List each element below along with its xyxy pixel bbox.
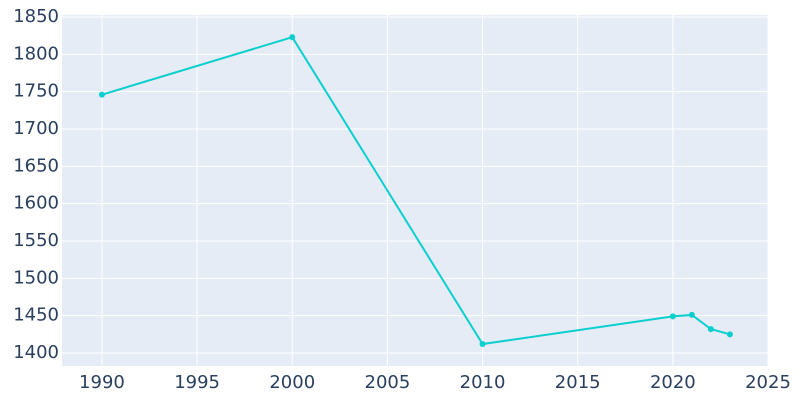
x-tick-label: 2000 xyxy=(269,372,315,393)
x-tick-label: 1995 xyxy=(174,372,220,393)
y-tick-label: 1550 xyxy=(13,230,59,251)
point xyxy=(98,91,105,98)
x-tick-label: 2020 xyxy=(650,372,696,393)
point xyxy=(669,313,676,320)
x-tick-label: 1990 xyxy=(79,372,125,393)
point xyxy=(688,311,695,318)
point xyxy=(726,331,733,338)
y-tick-label: 1600 xyxy=(13,193,59,214)
y-tick-label: 1700 xyxy=(13,118,59,139)
y-tick-label: 1450 xyxy=(13,305,59,326)
y-tick-label: 1750 xyxy=(13,81,59,102)
x-tick-label: 2015 xyxy=(555,372,601,393)
x-tick-label: 2025 xyxy=(745,372,791,393)
point xyxy=(289,34,296,41)
y-tick-label: 1850 xyxy=(13,6,59,27)
y-tick-label: 1800 xyxy=(13,43,59,64)
point xyxy=(479,341,486,348)
y-tick-label: 1500 xyxy=(13,267,59,288)
x-tick-label: 2005 xyxy=(365,372,411,393)
x-tick-label: 2010 xyxy=(460,372,506,393)
plot-area xyxy=(62,15,768,366)
y-tick-label: 1400 xyxy=(13,342,59,363)
y-tick-label: 1650 xyxy=(13,155,59,176)
point xyxy=(707,326,714,333)
